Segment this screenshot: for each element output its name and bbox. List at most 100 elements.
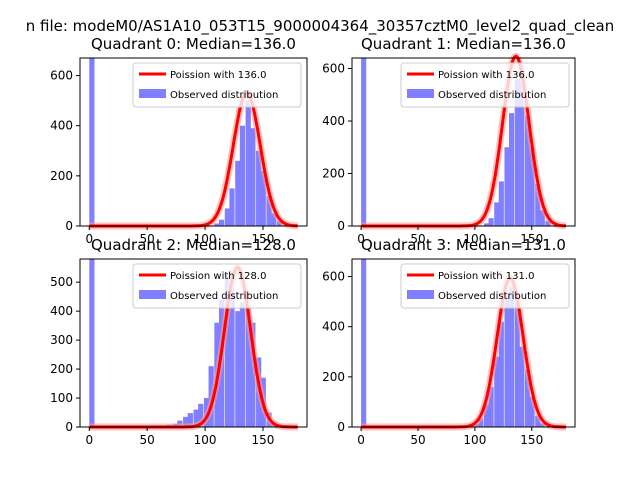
axes-frame — [351, 57, 576, 227]
histogram-bar — [529, 396, 535, 427]
histogram-bar — [504, 147, 510, 226]
histogram-bar — [483, 223, 490, 226]
y-tick-label: 600 — [322, 270, 345, 284]
histogram-bar — [250, 322, 256, 427]
histogram-bar — [514, 301, 520, 427]
legend-label-poisson: Poission with 136.0 — [170, 70, 266, 81]
legend-box — [132, 263, 302, 309]
histogram-bar — [224, 276, 230, 427]
histogram-bar — [260, 170, 266, 226]
histogram-bar — [498, 181, 504, 226]
legend-label-poisson: Poission with 131.0 — [438, 271, 534, 282]
histogram-bar — [89, 58, 95, 226]
legend-box — [400, 263, 570, 309]
quadrant-3-panel: 0 50 100 150 0 200 400 600 Quadrant 3: Median=13… — [322, 236, 576, 447]
x-tick-label: 0 — [85, 433, 93, 447]
histogram-bar — [218, 219, 225, 226]
axes-frame — [351, 258, 576, 428]
y-tick-label: 200 — [50, 362, 73, 376]
legend-hist-swatch — [139, 89, 166, 98]
x-tick-label: 100 — [194, 433, 217, 447]
histogram-bar — [519, 346, 525, 427]
quadrant-1-panel: 0 50 100 150 0 200 400 600 Quadrant 1: Median=13… — [322, 35, 576, 246]
histogram-bar — [509, 113, 515, 226]
histogram-bar — [89, 259, 95, 427]
histogram-bar — [229, 287, 235, 427]
quadrant-2-panel: 0 50 100 150 0 100 200 300 400 500 Quadrant 2: Med… — [50, 236, 308, 447]
quadrant-1-title: Quadrant 1: Median=136.0 — [361, 35, 566, 53]
axes-frame — [79, 57, 308, 227]
x-tick-label: 50 — [410, 433, 425, 447]
y-tick-label: 0 — [65, 420, 73, 434]
histogram-bar — [198, 403, 204, 427]
x-tick-label: 150 — [520, 232, 543, 246]
x-tick-label: 150 — [520, 433, 543, 447]
legend-label-observed: Observed distribution — [170, 291, 278, 302]
y-tick-label: 600 — [322, 62, 345, 76]
legend-label-observed: Observed distribution — [170, 90, 278, 101]
y-tick-label: 500 — [50, 275, 73, 289]
histogram-bar — [187, 413, 193, 427]
histogram-bar — [250, 128, 256, 226]
histogram-bar — [535, 184, 541, 226]
y-tick-label: 100 — [50, 391, 73, 405]
histogram-bar — [545, 220, 551, 226]
histogram-bar — [214, 223, 220, 226]
y-tick-label: 200 — [322, 167, 345, 181]
x-tick-label: 150 — [252, 433, 275, 447]
y-tick-label: 400 — [50, 304, 73, 318]
histogram-bar — [488, 386, 494, 427]
legend-box — [400, 62, 570, 108]
histogram-bar — [245, 100, 251, 226]
histogram-bar — [539, 423, 545, 427]
quadrant-0-title: Quadrant 0: Median=136.0 — [91, 35, 296, 53]
y-tick-label: 200 — [50, 169, 73, 183]
legend-label-poisson: Poission with 128.0 — [170, 271, 266, 282]
histogram-bar — [539, 210, 545, 226]
y-tick-label: 400 — [322, 114, 345, 128]
legend-hist-swatch — [407, 290, 434, 299]
x-tick-label: 150 — [252, 232, 275, 246]
quadrant-2-title: Quadrant 2: Median=128.0 — [91, 236, 296, 254]
y-tick-label: 600 — [50, 69, 73, 83]
legend-label-poisson: Poission with 136.0 — [438, 70, 534, 81]
histogram-bar — [256, 150, 262, 226]
histogram-bar — [488, 218, 494, 226]
y-tick-label: 400 — [50, 119, 73, 133]
x-tick-label: 0 — [85, 232, 93, 246]
histogram-bar — [235, 160, 241, 226]
legend-hist-swatch — [139, 290, 166, 299]
axes-frame — [79, 258, 308, 428]
x-tick-label: 100 — [194, 232, 217, 246]
legend-label-observed: Observed distribution — [438, 90, 546, 101]
poisson-curve — [88, 91, 299, 228]
histogram-bar — [519, 65, 525, 226]
histogram-bar — [504, 296, 510, 427]
histogram-bar — [509, 286, 515, 427]
x-tick-label: 100 — [463, 433, 486, 447]
poisson-curve-glow — [86, 89, 301, 230]
histogram-bar — [239, 125, 246, 226]
histogram-bar — [494, 202, 500, 226]
legend-hist-swatch — [407, 89, 434, 98]
quadrant-3-title: Quadrant 3: Median=131.0 — [361, 236, 566, 254]
y-tick-label: 0 — [337, 420, 345, 434]
quadrant-0-panel: 0 50 100 150 0 200 400 600 Quadrant 0: Median=13… — [50, 35, 308, 246]
histogram-bar — [229, 188, 235, 226]
y-tick-label: 0 — [65, 219, 73, 233]
histogram-bar — [494, 356, 500, 427]
y-tick-label: 300 — [50, 333, 73, 347]
histogram-bar — [535, 415, 541, 427]
histogram-bar — [361, 259, 367, 427]
histogram-bar — [183, 416, 189, 427]
histogram-bar — [478, 418, 484, 427]
legend-label-observed: Observed distribution — [438, 291, 546, 302]
y-tick-label: 200 — [322, 370, 345, 384]
x-tick-label: 0 — [357, 232, 365, 246]
figure-title: n file: modeM0/AS1A10_053T15_9000004364_… — [26, 17, 615, 36]
histogram-bar — [498, 321, 504, 427]
histogram-bar — [235, 311, 241, 427]
histogram-bar — [524, 115, 531, 226]
histogram-bar — [266, 195, 272, 226]
